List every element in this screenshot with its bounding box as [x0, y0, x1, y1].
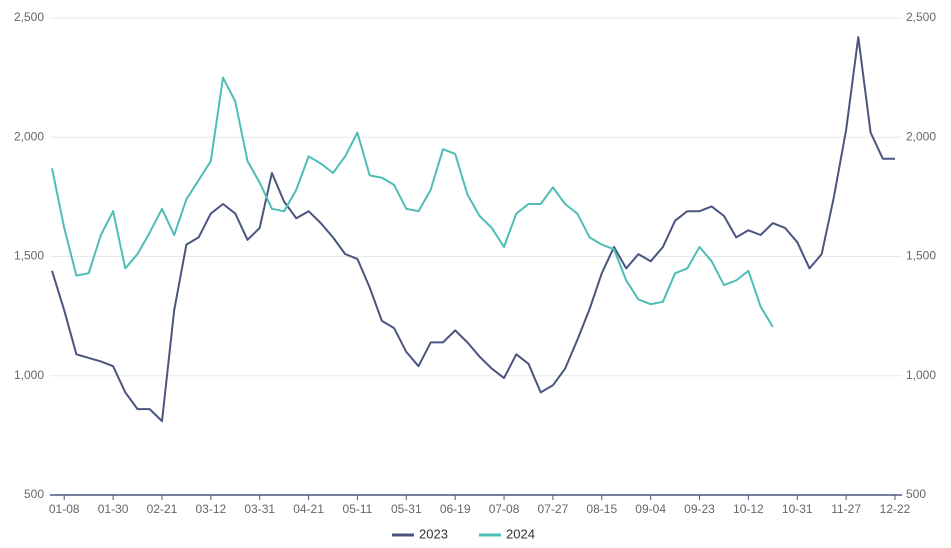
y2-tick-label: 2,500 [906, 10, 936, 24]
x-tick-label: 09-04 [635, 502, 666, 516]
y2-tick-label: 1,500 [906, 249, 936, 263]
x-tick-label: 05-11 [343, 502, 373, 516]
x-tick-label: 07-27 [538, 502, 569, 516]
x-tick-label: 10-31 [782, 502, 813, 516]
x-tick-label: 12-22 [880, 502, 911, 516]
y-tick-label: 2,000 [14, 129, 44, 143]
x-tick-label: 01-30 [98, 502, 129, 516]
y-tick-label: 1,000 [14, 368, 44, 382]
legend-label: 2024 [506, 526, 535, 541]
x-tick-label: 03-31 [244, 502, 275, 516]
x-tick-label: 11-27 [831, 502, 861, 516]
y-tick-label: 500 [24, 487, 44, 501]
x-tick-label: 05-31 [391, 502, 422, 516]
y2-tick-label: 500 [906, 487, 926, 501]
x-tick-label: 06-19 [440, 502, 471, 516]
line-series [51, 36, 895, 423]
y2-tick-label: 2,000 [906, 129, 936, 143]
x-tick-label: 02-21 [147, 502, 178, 516]
y-tick-label: 1,500 [14, 249, 44, 263]
x-tick-label: 09-23 [684, 502, 715, 516]
x-tick-label: 04-21 [293, 502, 324, 516]
x-tick-label: 03-12 [195, 502, 226, 516]
x-tick-label: 10-12 [733, 502, 764, 516]
x-tick-label: 08-15 [586, 502, 617, 516]
y2-tick-label: 1,000 [906, 368, 936, 382]
line-series [51, 76, 774, 328]
x-tick-label: 07-08 [489, 502, 520, 516]
y-tick-label: 2,500 [14, 10, 44, 24]
legend-label: 2023 [419, 526, 448, 541]
x-tick-label: 01-08 [49, 502, 80, 516]
